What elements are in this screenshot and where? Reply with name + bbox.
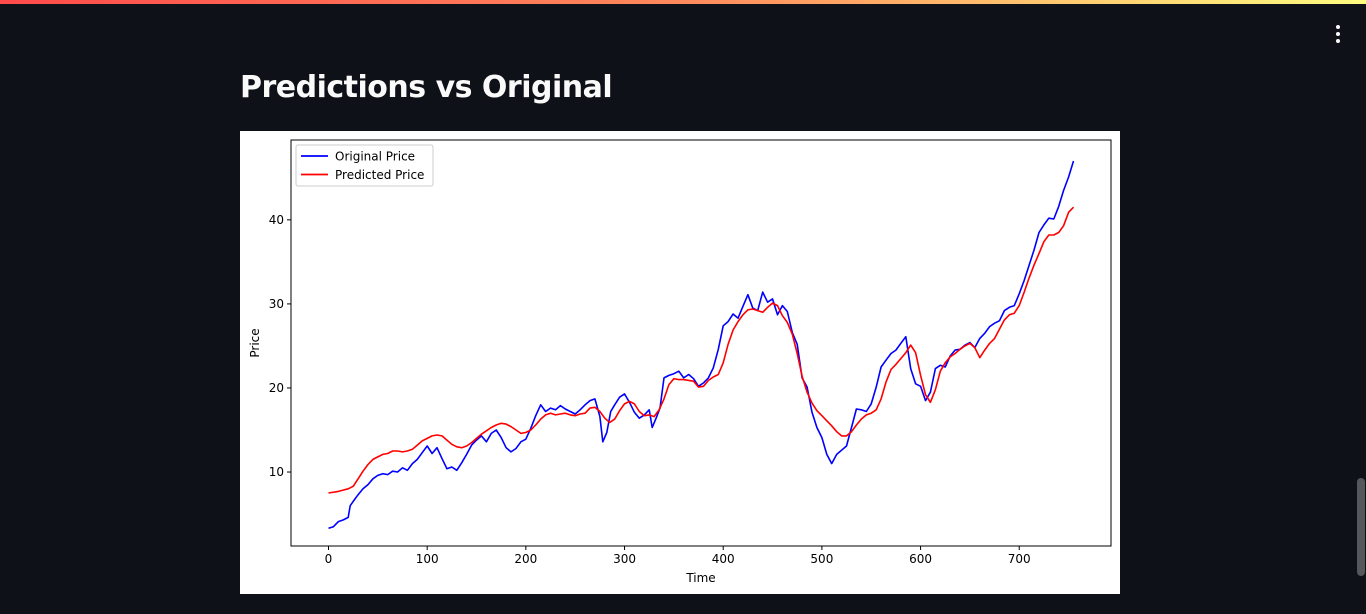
series-line-original-price xyxy=(328,160,1075,530)
x-tick-label: 200 xyxy=(514,552,537,566)
legend-label: Predicted Price xyxy=(335,168,424,182)
y-tick-label: 30 xyxy=(269,297,284,311)
legend-label: Original Price xyxy=(335,150,415,164)
main-menu-button[interactable] xyxy=(1326,22,1350,46)
line-chart: 0 100 200 300 400 500 600 700 10 20 30 40 Time Price O… xyxy=(248,139,1112,585)
y-tick-label: 10 xyxy=(269,465,284,479)
x-tick-label: 300 xyxy=(613,552,636,566)
plot-frame xyxy=(290,139,1112,547)
x-axis-label: Time xyxy=(685,571,715,585)
kebab-dot xyxy=(1336,39,1340,43)
x-tick-label: 700 xyxy=(1008,552,1031,566)
y-tick-label: 20 xyxy=(269,381,284,395)
legend-box xyxy=(295,144,434,187)
x-tick-label: 100 xyxy=(416,552,439,566)
x-tick-label: 400 xyxy=(712,552,735,566)
page-scrollbar[interactable] xyxy=(1357,478,1365,576)
y-axis-label: Price xyxy=(248,328,262,357)
kebab-menu-icon xyxy=(1336,25,1340,29)
x-tick-label: 0 xyxy=(325,552,333,566)
chart-figure: 0 100 200 300 400 500 600 700 10 20 30 40 Time Price O… xyxy=(240,131,1120,594)
kebab-dot xyxy=(1336,32,1340,36)
x-tick-label: 600 xyxy=(909,552,932,566)
x-tick-label: 500 xyxy=(810,552,833,566)
page-title: Predictions vs Original xyxy=(240,70,613,105)
series-line-predicted-price xyxy=(328,206,1075,494)
y-tick-label: 40 xyxy=(269,213,284,227)
top-decoration-bar xyxy=(0,0,1366,4)
